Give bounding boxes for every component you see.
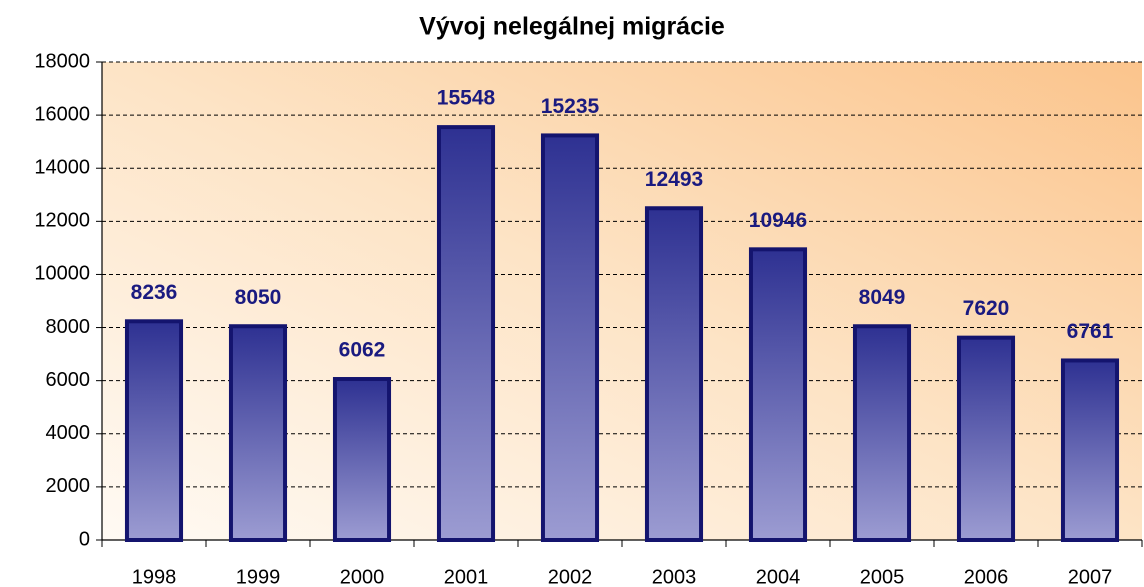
x-tick-label: 2007 [1068, 566, 1113, 587]
y-tick-label: 12000 [34, 210, 90, 232]
y-tick-label: 16000 [34, 103, 90, 125]
x-tick-label: 1999 [236, 566, 281, 587]
y-tick-label: 6000 [46, 369, 91, 391]
chart-title: Vývoj nelegálnej migrácie [419, 13, 725, 41]
value-label: 12493 [645, 168, 703, 191]
bar [540, 133, 600, 542]
x-tick-label: 2004 [756, 566, 801, 587]
y-tick-label: 10000 [34, 263, 90, 285]
value-label: 8050 [235, 286, 282, 309]
x-tick-label: 2002 [548, 566, 593, 587]
bar [124, 319, 184, 543]
value-label: 8049 [859, 286, 906, 309]
value-label: 6062 [339, 339, 386, 362]
bar [436, 125, 496, 542]
value-label: 10946 [749, 209, 807, 232]
bar [956, 335, 1016, 542]
y-tick-label: 2000 [46, 475, 91, 497]
bar [1060, 358, 1120, 542]
value-label: 7620 [963, 297, 1010, 320]
bar [644, 206, 704, 542]
x-tick-label: 2000 [340, 566, 385, 587]
bar [332, 377, 392, 543]
value-label: 15235 [541, 95, 600, 118]
x-tick-label: 2003 [652, 566, 697, 587]
bar [228, 324, 288, 542]
y-tick-label: 8000 [46, 316, 91, 338]
value-label: 6761 [1067, 320, 1114, 343]
value-label: 8236 [131, 281, 178, 304]
x-tick-label: 2006 [964, 566, 1009, 587]
x-tick-label: 2005 [860, 566, 905, 587]
x-tick-label: 1998 [132, 566, 177, 587]
bar [748, 247, 808, 543]
y-tick-label: 0 [79, 528, 90, 550]
value-label: 15548 [437, 87, 496, 110]
x-tick-label: 2001 [444, 566, 489, 587]
y-tick-label: 14000 [34, 157, 90, 179]
bar [852, 324, 912, 542]
y-tick-label: 4000 [46, 422, 91, 444]
y-tick-label: 18000 [34, 50, 90, 72]
